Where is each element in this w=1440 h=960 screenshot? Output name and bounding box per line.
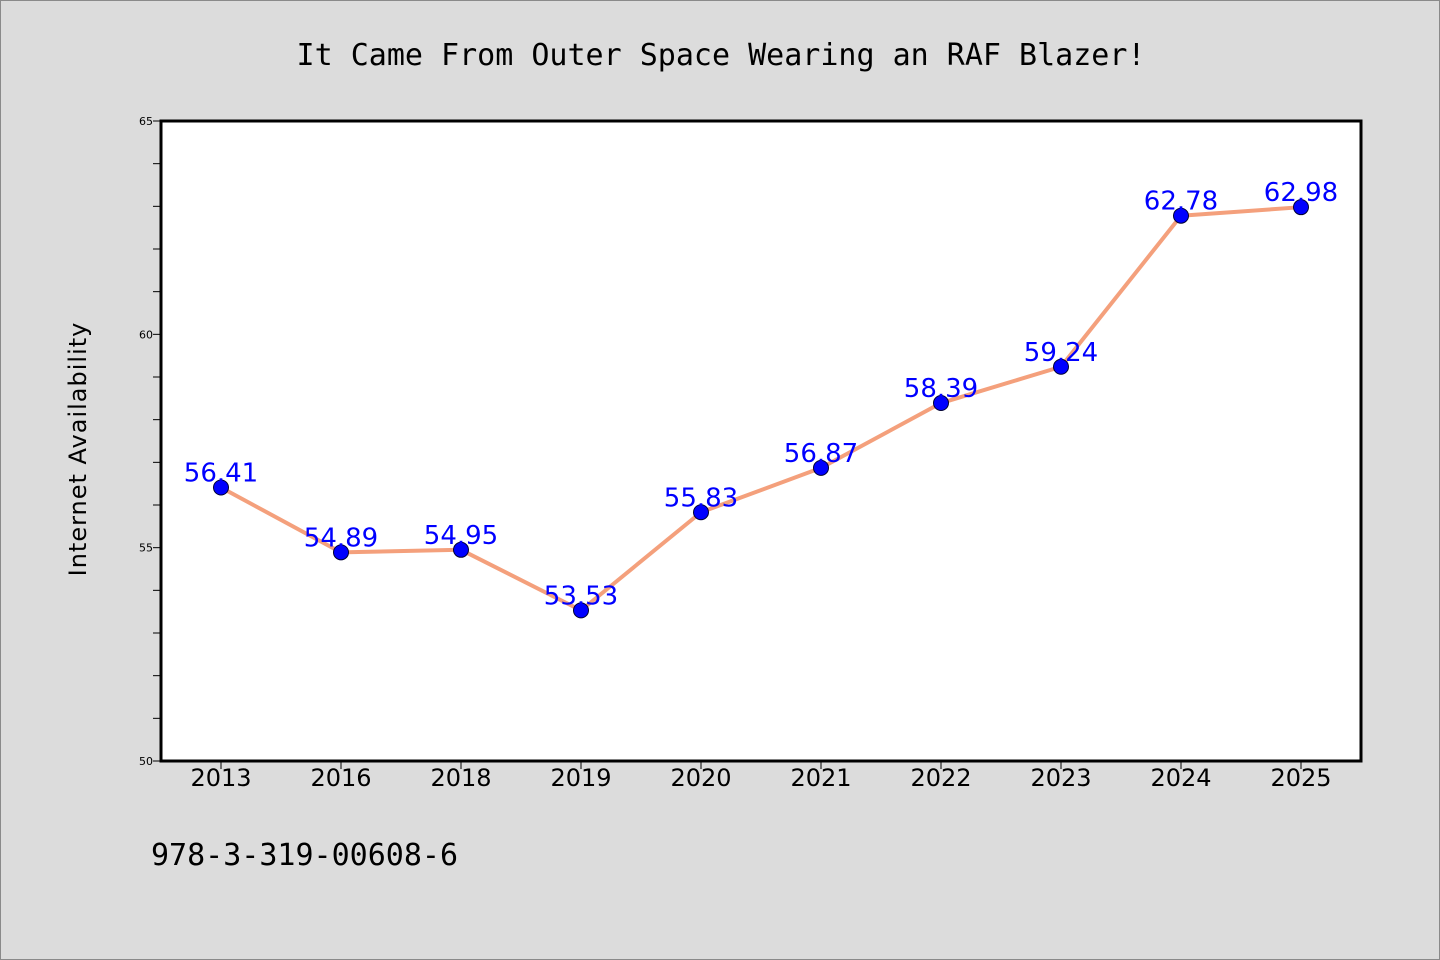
plot-area xyxy=(161,121,1361,761)
data-label: 59.24 xyxy=(1024,338,1098,368)
data-point xyxy=(573,602,589,619)
ticks-layer: 50 55 60 65 2013 2016 2018 2019 2020 2021 2022 2023… xyxy=(139,115,1332,792)
chart-title: It Came From Outer Space Wearing an RAF … xyxy=(297,38,1146,73)
data-point xyxy=(453,541,469,558)
x-tick-label: 2020 xyxy=(670,764,731,792)
x-tick-label: 2023 xyxy=(1030,764,1091,792)
data-point xyxy=(213,479,229,496)
data-label: 56.87 xyxy=(784,439,858,469)
x-tick-label: 2019 xyxy=(550,764,611,792)
data-label: 62.98 xyxy=(1264,178,1338,208)
y-axis-label: Internet Availability xyxy=(64,322,92,577)
data-point xyxy=(1293,199,1309,216)
data-label: 54.95 xyxy=(424,521,498,551)
data-label: 62.78 xyxy=(1144,187,1218,217)
x-tick-label: 2013 xyxy=(190,764,251,792)
data-label: 53.53 xyxy=(544,581,618,611)
data-label: 54.89 xyxy=(304,523,378,553)
series-line xyxy=(220,205,1302,613)
data-label: 56.41 xyxy=(184,459,258,489)
data-label: 55.83 xyxy=(664,483,738,513)
x-tick-label: 2018 xyxy=(430,764,491,792)
y-tick-label: 50 xyxy=(139,755,153,768)
data-point xyxy=(933,395,949,412)
isbn-footer: 978-3-319-00608-6 xyxy=(151,838,458,873)
x-tick-label: 2025 xyxy=(1270,764,1331,792)
x-tick-label: 2016 xyxy=(310,764,371,792)
x-tick-label: 2022 xyxy=(910,764,971,792)
data-point xyxy=(693,504,709,521)
data-point xyxy=(813,459,829,476)
data-label: 58.39 xyxy=(904,374,978,404)
data-point xyxy=(333,544,349,561)
y-tick-label: 55 xyxy=(139,542,153,555)
series-layer: 56.41 54.89 54.95 53.53 55.83 56.87 58.39 59.24… xyxy=(184,178,1338,619)
data-point xyxy=(1173,207,1189,224)
x-tick-label: 2024 xyxy=(1150,764,1211,792)
plot-frame xyxy=(159,119,1363,763)
x-tick-label: 2021 xyxy=(790,764,851,792)
data-point xyxy=(1053,358,1069,375)
y-tick-label: 65 xyxy=(139,115,153,128)
y-tick-label: 60 xyxy=(139,328,153,341)
